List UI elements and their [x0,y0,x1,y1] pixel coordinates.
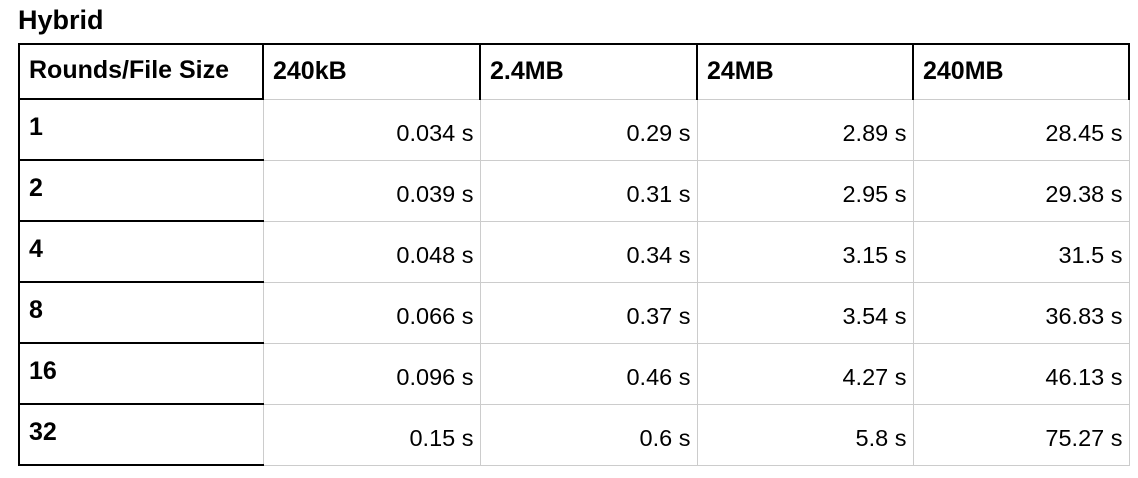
table-row-rounds-4: 4 0.048 s 0.34 s 3.15 s 31.5 s [18,220,1130,284]
cell-4-2-4mb: 0.34 s [479,220,698,283]
cell-1-240mb: 28.45 s [912,98,1130,161]
cell-1-240kb: 0.034 s [262,98,481,161]
header-cell-24mb: 24MB [696,43,914,100]
cell-2-240mb: 29.38 s [912,159,1130,222]
row-label-32: 32 [18,403,264,467]
cell-2-240kb: 0.039 s [262,159,481,222]
cell-8-2-4mb: 0.37 s [479,281,698,344]
cell-8-240mb: 36.83 s [912,281,1130,344]
table-row-rounds-1: 1 0.034 s 0.29 s 2.89 s 28.45 s [18,98,1130,162]
hybrid-results-table: Rounds/File Size 240kB 2.4MB 24MB 240MB … [18,43,1130,467]
cell-32-240mb: 75.27 s [912,403,1130,466]
table-row-rounds-32: 32 0.15 s 0.6 s 5.8 s 75.27 s [18,403,1130,467]
row-label-2: 2 [18,159,264,223]
row-label-16: 16 [18,342,264,406]
cell-2-24mb: 2.95 s [696,159,914,222]
cell-16-240mb: 46.13 s [912,342,1130,405]
row-label-4: 4 [18,220,264,284]
cell-32-240kb: 0.15 s [262,403,481,466]
cell-8-24mb: 3.54 s [696,281,914,344]
header-cell-2-4mb: 2.4MB [479,43,698,100]
cell-1-24mb: 2.89 s [696,98,914,161]
header-row: Rounds/File Size 240kB 2.4MB 24MB 240MB [18,43,1130,101]
cell-4-24mb: 3.15 s [696,220,914,283]
cell-16-2-4mb: 0.46 s [479,342,698,405]
table-row-rounds-8: 8 0.066 s 0.37 s 3.54 s 36.83 s [18,281,1130,345]
cell-32-24mb: 5.8 s [696,403,914,466]
table-row-rounds-16: 16 0.096 s 0.46 s 4.27 s 46.13 s [18,342,1130,406]
row-label-8: 8 [18,281,264,345]
cell-2-2-4mb: 0.31 s [479,159,698,222]
table-row-rounds-2: 2 0.039 s 0.31 s 2.95 s 29.38 s [18,159,1130,223]
header-cell-240kb: 240kB [262,43,481,100]
cell-8-240kb: 0.066 s [262,281,481,344]
cell-32-2-4mb: 0.6 s [479,403,698,466]
cell-16-24mb: 4.27 s [696,342,914,405]
header-cell-rounds-file-size: Rounds/File Size [18,43,264,101]
row-label-1: 1 [18,98,264,162]
cell-4-240mb: 31.5 s [912,220,1130,283]
cell-16-240kb: 0.096 s [262,342,481,405]
cell-4-240kb: 0.048 s [262,220,481,283]
header-cell-240mb: 240MB [912,43,1130,100]
table-title: Hybrid [18,5,104,35]
cell-1-2-4mb: 0.29 s [479,98,698,161]
